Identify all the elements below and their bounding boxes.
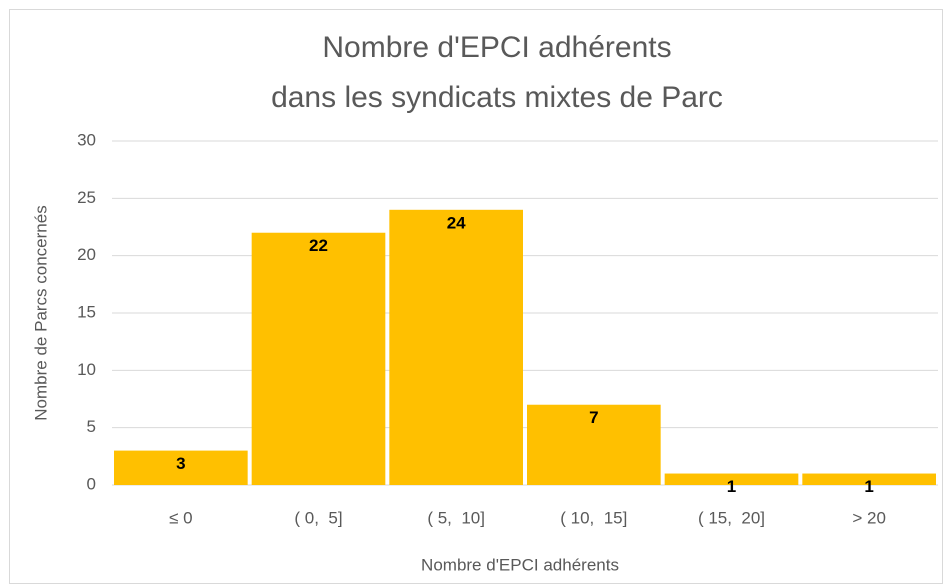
data-label: 1 (864, 477, 873, 496)
x-axis-label: Nombre d'EPCI adhérents (421, 555, 619, 574)
data-label: 1 (727, 477, 736, 496)
chart-title: dans les syndicats mixtes de Parc (271, 81, 723, 114)
y-tick-label: 20 (77, 245, 96, 264)
bar (251, 232, 386, 485)
bar (664, 473, 799, 485)
chart-title: Nombre d'EPCI adhérents (322, 31, 671, 64)
x-tick-label: ( 5, 10] (427, 508, 485, 527)
x-tick-label: > 20 (852, 508, 886, 527)
x-tick-label: ( 10, 15] (560, 508, 627, 527)
bar (389, 209, 523, 486)
y-axis-label: Nombre de Parcs concernés (31, 205, 50, 420)
bar (527, 404, 661, 485)
data-label: 7 (589, 408, 598, 427)
x-tick-label: ( 0, 5] (294, 508, 342, 527)
bar (802, 473, 936, 485)
data-label: 3 (176, 454, 185, 473)
y-tick-label: 30 (77, 130, 96, 149)
y-tick-label: 10 (77, 360, 96, 379)
bar (114, 450, 248, 485)
y-tick-label: 25 (77, 188, 96, 207)
y-tick-label: 15 (77, 302, 96, 321)
data-label: 22 (309, 236, 328, 255)
x-tick-label: ( 15, 20] (698, 508, 765, 527)
x-tick-label: ≤ 0 (169, 508, 193, 527)
y-tick-label: 5 (87, 417, 96, 436)
y-tick-label: 0 (87, 474, 96, 493)
data-label: 24 (447, 213, 466, 232)
